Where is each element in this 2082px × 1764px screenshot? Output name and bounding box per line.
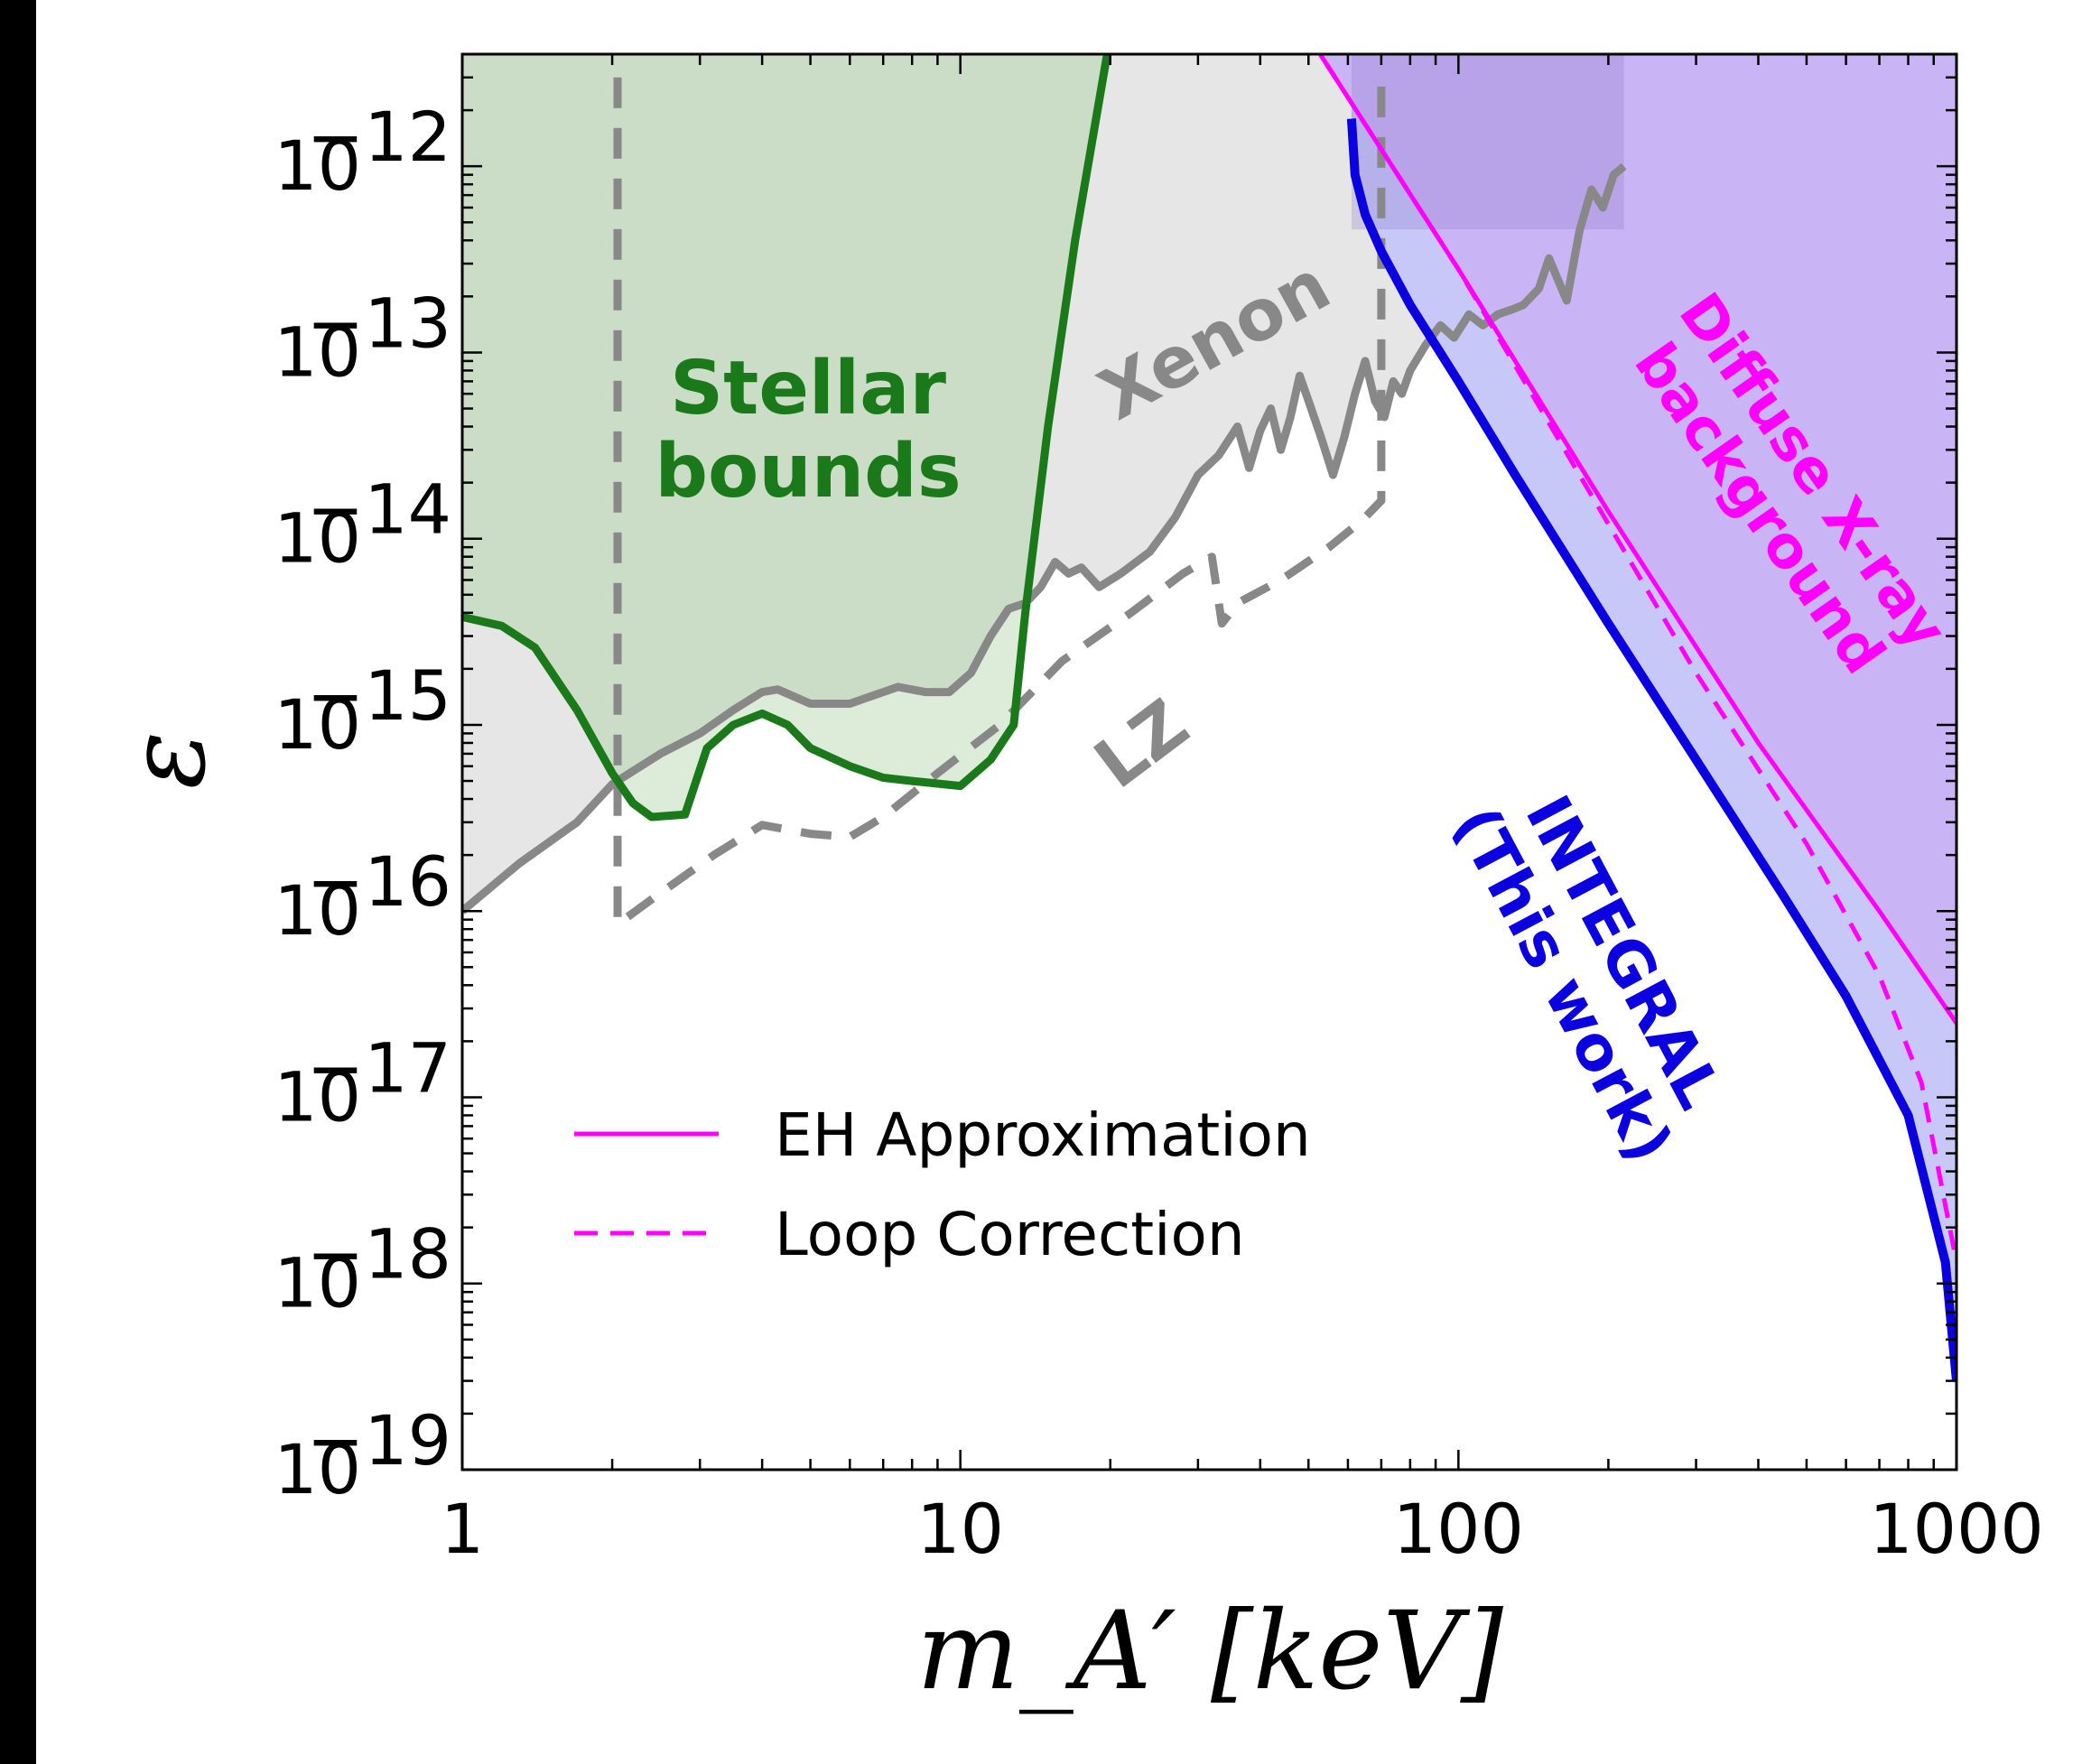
y-tick-exponent: −16 (307, 841, 451, 922)
x-tick-label: 10 (916, 1489, 1004, 1569)
overlap-shading (1351, 54, 1624, 230)
figure-canvas: 1 10 100 1000 10 −12 10 −13 10 −14 10 −15 10 −16 10 −17… (36, 0, 2082, 1764)
stellar-line (462, 54, 1111, 822)
x-tick-label: 1000 (1869, 1489, 2043, 1569)
legend-label: EH Approximation (775, 1100, 1311, 1170)
integral-line (1346, 118, 1957, 1382)
y-axis-label: ε (104, 731, 229, 789)
y-tick-exponent: −14 (307, 469, 451, 550)
y-tick-exponent: −15 (307, 655, 451, 736)
x-axis-label: m_A′ [keV] (916, 1589, 1503, 1714)
stellar-bounds-label: Stellar bounds (655, 346, 961, 515)
y-tick-label: 10 (274, 684, 361, 765)
axes-frame (460, 52, 1958, 1472)
filled-regions (462, 54, 1957, 1381)
chart: 1 10 100 100010−1210−1310−1410−1510−1610−17… (104, 52, 2044, 1714)
y-tick-label: 10 (274, 311, 361, 392)
y-tick-label: 10 (274, 1429, 361, 1509)
stellar-xenon-overlap (462, 54, 1111, 817)
series-lines (462, 54, 1957, 1382)
y-tick-exponent: −12 (307, 97, 451, 177)
x-tick-label: 1 (441, 1489, 484, 1569)
legend-label: Loop Correction (775, 1200, 1245, 1269)
y-tick-exponent: −13 (307, 283, 451, 363)
xenon-line (462, 162, 1627, 914)
y-tick-label: 10 (274, 870, 361, 951)
diffuse-xray-excluded-region (1320, 54, 1957, 1024)
y-tick-exponent: −18 (307, 1214, 451, 1295)
integral-label: INTEGRAL(This work) (1439, 763, 1746, 1174)
y-tick-exponent: −17 (307, 1027, 451, 1108)
y-tick-label: 10 (274, 498, 361, 579)
axis-ticks: 1 10 100 100010−1210−1310−1410−1510−1610−17… (274, 52, 2044, 1569)
y-tick-label: 10 (274, 1056, 361, 1137)
x-tick-label: 100 (1393, 1489, 1524, 1569)
y-tick-label: 10 (274, 125, 361, 206)
y-tick-label: 10 (274, 1243, 361, 1323)
plot-frame (460, 52, 1958, 1472)
lz-label: LZ (1080, 683, 1203, 803)
loop-correction-line (1317, 54, 1957, 1263)
lz-line (613, 77, 1386, 929)
legend: EH Approximation Loop Correction (574, 1100, 1311, 1269)
y-tick-exponent: −19 (307, 1400, 451, 1481)
